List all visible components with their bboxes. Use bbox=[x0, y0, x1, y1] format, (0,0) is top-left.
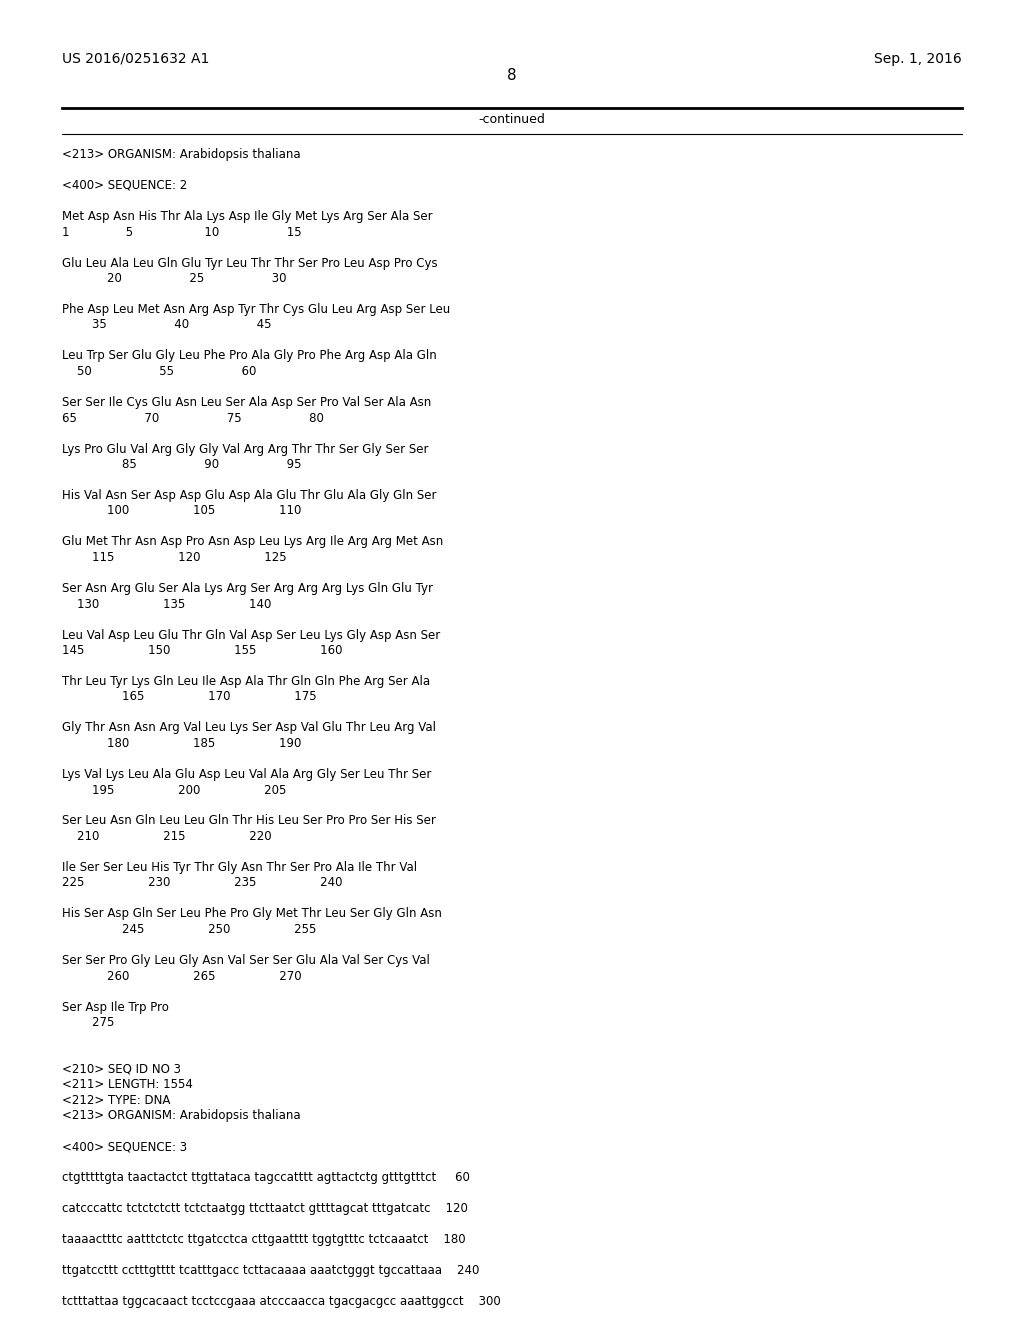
Text: <400> SEQUENCE: 3: <400> SEQUENCE: 3 bbox=[62, 1140, 187, 1152]
Text: catcccattc tctctctctt tctctaatgg ttcttaatct gttttagcat tttgatcatc    120: catcccattc tctctctctt tctctaatgg ttcttaa… bbox=[62, 1203, 468, 1214]
Text: 130                 135                 140: 130 135 140 bbox=[62, 598, 271, 610]
Text: Leu Val Asp Leu Glu Thr Gln Val Asp Ser Leu Lys Gly Asp Asn Ser: Leu Val Asp Leu Glu Thr Gln Val Asp Ser … bbox=[62, 628, 440, 642]
Text: 50                  55                  60: 50 55 60 bbox=[62, 366, 256, 378]
Text: <213> ORGANISM: Arabidopsis thaliana: <213> ORGANISM: Arabidopsis thaliana bbox=[62, 1109, 301, 1122]
Text: 260                 265                 270: 260 265 270 bbox=[62, 969, 302, 982]
Text: 180                 185                 190: 180 185 190 bbox=[62, 737, 301, 750]
Text: 165                 170                 175: 165 170 175 bbox=[62, 690, 316, 704]
Text: Ser Ser Ile Cys Glu Asn Leu Ser Ala Asp Ser Pro Val Ser Ala Asn: Ser Ser Ile Cys Glu Asn Leu Ser Ala Asp … bbox=[62, 396, 431, 409]
Text: 20                  25                  30: 20 25 30 bbox=[62, 272, 287, 285]
Text: 100                 105                 110: 100 105 110 bbox=[62, 504, 301, 517]
Text: Leu Trp Ser Glu Gly Leu Phe Pro Ala Gly Pro Phe Arg Asp Ala Gln: Leu Trp Ser Glu Gly Leu Phe Pro Ala Gly … bbox=[62, 350, 437, 363]
Text: Ser Ser Pro Gly Leu Gly Asn Val Ser Ser Glu Ala Val Ser Cys Val: Ser Ser Pro Gly Leu Gly Asn Val Ser Ser … bbox=[62, 954, 430, 968]
Text: Lys Val Lys Leu Ala Glu Asp Leu Val Ala Arg Gly Ser Leu Thr Ser: Lys Val Lys Leu Ala Glu Asp Leu Val Ala … bbox=[62, 768, 431, 781]
Text: <213> ORGANISM: Arabidopsis thaliana: <213> ORGANISM: Arabidopsis thaliana bbox=[62, 148, 301, 161]
Text: His Ser Asp Gln Ser Leu Phe Pro Gly Met Thr Leu Ser Gly Gln Asn: His Ser Asp Gln Ser Leu Phe Pro Gly Met … bbox=[62, 908, 442, 920]
Text: Ser Leu Asn Gln Leu Leu Gln Thr His Leu Ser Pro Pro Ser His Ser: Ser Leu Asn Gln Leu Leu Gln Thr His Leu … bbox=[62, 814, 436, 828]
Text: 145                 150                 155                 160: 145 150 155 160 bbox=[62, 644, 342, 657]
Text: 210                 215                 220: 210 215 220 bbox=[62, 830, 271, 843]
Text: Ile Ser Ser Leu His Tyr Thr Gly Asn Thr Ser Pro Ala Ile Thr Val: Ile Ser Ser Leu His Tyr Thr Gly Asn Thr … bbox=[62, 861, 417, 874]
Text: 35                  40                  45: 35 40 45 bbox=[62, 318, 271, 331]
Text: 115                 120                 125: 115 120 125 bbox=[62, 550, 287, 564]
Text: Glu Met Thr Asn Asp Pro Asn Asp Leu Lys Arg Ile Arg Arg Met Asn: Glu Met Thr Asn Asp Pro Asn Asp Leu Lys … bbox=[62, 536, 443, 549]
Text: <212> TYPE: DNA: <212> TYPE: DNA bbox=[62, 1093, 170, 1106]
Text: Phe Asp Leu Met Asn Arg Asp Tyr Thr Cys Glu Leu Arg Asp Ser Leu: Phe Asp Leu Met Asn Arg Asp Tyr Thr Cys … bbox=[62, 304, 451, 315]
Text: Lys Pro Glu Val Arg Gly Gly Val Arg Arg Thr Thr Ser Gly Ser Ser: Lys Pro Glu Val Arg Gly Gly Val Arg Arg … bbox=[62, 442, 428, 455]
Text: 225                 230                 235                 240: 225 230 235 240 bbox=[62, 876, 342, 890]
Text: <400> SEQUENCE: 2: <400> SEQUENCE: 2 bbox=[62, 180, 187, 191]
Text: 1               5                   10                  15: 1 5 10 15 bbox=[62, 226, 302, 239]
Text: <211> LENGTH: 1554: <211> LENGTH: 1554 bbox=[62, 1078, 193, 1092]
Text: ttgatccttt cctttgtttt tcatttgacc tcttacaaaa aaatctgggt tgccattaaa    240: ttgatccttt cctttgtttt tcatttgacc tcttaca… bbox=[62, 1265, 479, 1276]
Text: 245                 250                 255: 245 250 255 bbox=[62, 923, 316, 936]
Text: 85                  90                  95: 85 90 95 bbox=[62, 458, 301, 471]
Text: -continued: -continued bbox=[478, 114, 546, 125]
Text: His Val Asn Ser Asp Asp Glu Asp Ala Glu Thr Glu Ala Gly Gln Ser: His Val Asn Ser Asp Asp Glu Asp Ala Glu … bbox=[62, 488, 436, 502]
Text: Ser Asp Ile Trp Pro: Ser Asp Ile Trp Pro bbox=[62, 1001, 169, 1014]
Text: taaaactttc aatttctctc ttgatcctca cttgaatttt tggtgtttc tctcaaatct    180: taaaactttc aatttctctc ttgatcctca cttgaat… bbox=[62, 1233, 466, 1246]
Text: <210> SEQ ID NO 3: <210> SEQ ID NO 3 bbox=[62, 1063, 181, 1076]
Text: 65                  70                  75                  80: 65 70 75 80 bbox=[62, 412, 324, 425]
Text: US 2016/0251632 A1: US 2016/0251632 A1 bbox=[62, 51, 209, 66]
Text: ctgtttttgta taactactct ttgttataca tagccatttt agttactctg gtttgtttct     60: ctgtttttgta taactactct ttgttataca tagcca… bbox=[62, 1171, 470, 1184]
Text: Met Asp Asn His Thr Ala Lys Asp Ile Gly Met Lys Arg Ser Ala Ser: Met Asp Asn His Thr Ala Lys Asp Ile Gly … bbox=[62, 210, 432, 223]
Text: Thr Leu Tyr Lys Gln Leu Ile Asp Ala Thr Gln Gln Phe Arg Ser Ala: Thr Leu Tyr Lys Gln Leu Ile Asp Ala Thr … bbox=[62, 675, 430, 688]
Text: Ser Asn Arg Glu Ser Ala Lys Arg Ser Arg Arg Arg Lys Gln Glu Tyr: Ser Asn Arg Glu Ser Ala Lys Arg Ser Arg … bbox=[62, 582, 433, 595]
Text: Sep. 1, 2016: Sep. 1, 2016 bbox=[874, 51, 962, 66]
Text: Glu Leu Ala Leu Gln Glu Tyr Leu Thr Thr Ser Pro Leu Asp Pro Cys: Glu Leu Ala Leu Gln Glu Tyr Leu Thr Thr … bbox=[62, 256, 437, 269]
Text: 195                 200                 205: 195 200 205 bbox=[62, 784, 287, 796]
Text: 275: 275 bbox=[62, 1016, 115, 1030]
Text: 8: 8 bbox=[507, 69, 517, 83]
Text: tctttattaa tggcacaact tcctccgaaa atcccaacca tgacgacgcc aaattggcct    300: tctttattaa tggcacaact tcctccgaaa atcccaa… bbox=[62, 1295, 501, 1308]
Text: Gly Thr Asn Asn Arg Val Leu Lys Ser Asp Val Glu Thr Leu Arg Val: Gly Thr Asn Asn Arg Val Leu Lys Ser Asp … bbox=[62, 722, 436, 734]
